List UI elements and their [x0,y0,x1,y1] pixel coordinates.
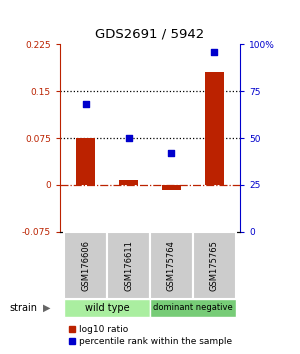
Text: ▶: ▶ [43,303,50,313]
Text: wild type: wild type [85,303,130,313]
Point [212,49,217,55]
Text: dominant negative: dominant negative [153,303,233,313]
Bar [64,299,150,317]
Bar [193,232,236,299]
Bar [76,138,95,185]
Point [83,102,88,107]
Legend: log10 ratio, percentile rank within the sample: log10 ratio, percentile rank within the … [64,321,236,349]
Bar [64,232,107,299]
Text: GSM176606: GSM176606 [81,240,90,291]
Bar [107,232,150,299]
Bar [205,72,224,185]
Text: GSM175765: GSM175765 [210,240,219,291]
Text: strain: strain [9,303,37,313]
Text: GDS2691 / 5942: GDS2691 / 5942 [95,27,205,40]
Text: GSM176611: GSM176611 [124,240,133,291]
Bar [162,185,181,190]
Text: GSM175764: GSM175764 [167,240,176,291]
Bar [150,232,193,299]
Point [126,135,131,141]
Bar [119,180,138,185]
Point [169,150,174,156]
Bar [150,299,236,317]
